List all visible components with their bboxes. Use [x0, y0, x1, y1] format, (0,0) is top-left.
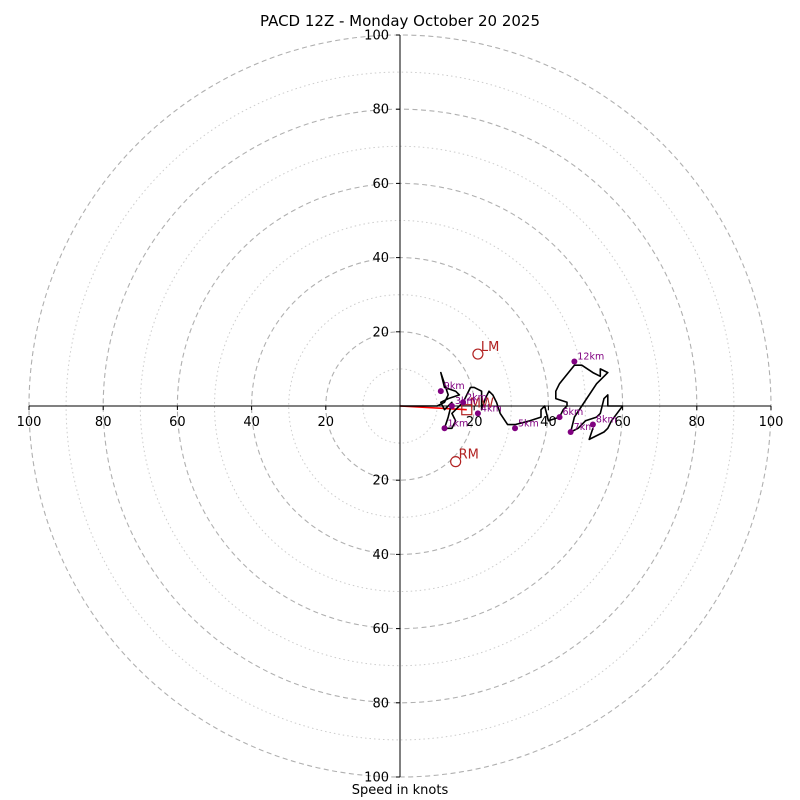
tick-labels: 100 80 60 40 20 20 40 60 80 100100806040202040608…	[17, 29, 784, 786]
height-marker-6km	[556, 414, 563, 421]
rm-marker	[450, 456, 462, 468]
height-label-9km: 9km	[444, 381, 465, 392]
y-tick-label: 20	[372, 474, 389, 489]
height-label-2km: 2km	[466, 392, 487, 403]
y-tick-label: 100	[364, 771, 389, 786]
height-label-8km: 8km	[596, 415, 617, 426]
height-marker-9km	[437, 388, 444, 395]
x-tick-label: 60	[169, 415, 186, 430]
x-tick-label: 100	[17, 415, 42, 430]
hodograph-trace	[400, 364, 624, 441]
height-marker-5km	[512, 425, 519, 432]
height-label-5km: 5km	[518, 418, 539, 429]
height-marker-12km	[571, 358, 578, 365]
x-tick-label: 20	[318, 415, 335, 430]
height-marker-7km	[567, 428, 574, 435]
x-tick-label: 80	[689, 415, 706, 430]
lm-marker	[472, 348, 484, 360]
x-tick-label: 60	[614, 415, 631, 430]
mean-wind-marker	[461, 404, 473, 416]
rm-label: RM	[459, 448, 479, 463]
height-label-12km: 12km	[577, 351, 604, 362]
lm-label: LM	[481, 340, 499, 355]
y-tick-label: 40	[372, 251, 389, 266]
x-tick-label: 40	[540, 415, 557, 430]
chart-title: PACD 12Z - Monday October 20 2025	[260, 12, 540, 30]
height-label-6km: 6km	[563, 407, 584, 418]
height-label-7km: 7km	[574, 422, 595, 433]
height-marker-8km	[589, 421, 596, 428]
y-tick-label: 60	[372, 177, 389, 192]
y-tick-label: 60	[372, 622, 389, 637]
height-label-3km: 3km	[455, 396, 476, 407]
y-tick-label: 40	[372, 548, 389, 563]
x-tick-label: 20	[466, 415, 483, 430]
y-tick-label: 20	[372, 325, 389, 340]
hodograph-series	[399, 364, 624, 441]
height-label-1km: 1km	[448, 418, 469, 429]
x-tick-label: 80	[95, 415, 112, 430]
y-tick-label: 80	[372, 103, 389, 118]
height-marker-1km	[441, 425, 448, 432]
x-tick-label: 100	[759, 415, 784, 430]
y-tick-label: 100	[364, 29, 389, 44]
mean-wind-label: MW	[470, 397, 494, 412]
height-marker-2km	[460, 399, 467, 406]
x-tick-label: 40	[243, 415, 260, 430]
height-label-4km: 4km	[481, 403, 502, 414]
height-marker-3km	[448, 403, 455, 409]
x-axis-label: Speed in knots	[351, 783, 449, 798]
y-tick-label: 80	[372, 696, 389, 711]
storm-motion-markers: LM RM MW	[450, 340, 499, 468]
height-marker-4km	[474, 410, 481, 417]
